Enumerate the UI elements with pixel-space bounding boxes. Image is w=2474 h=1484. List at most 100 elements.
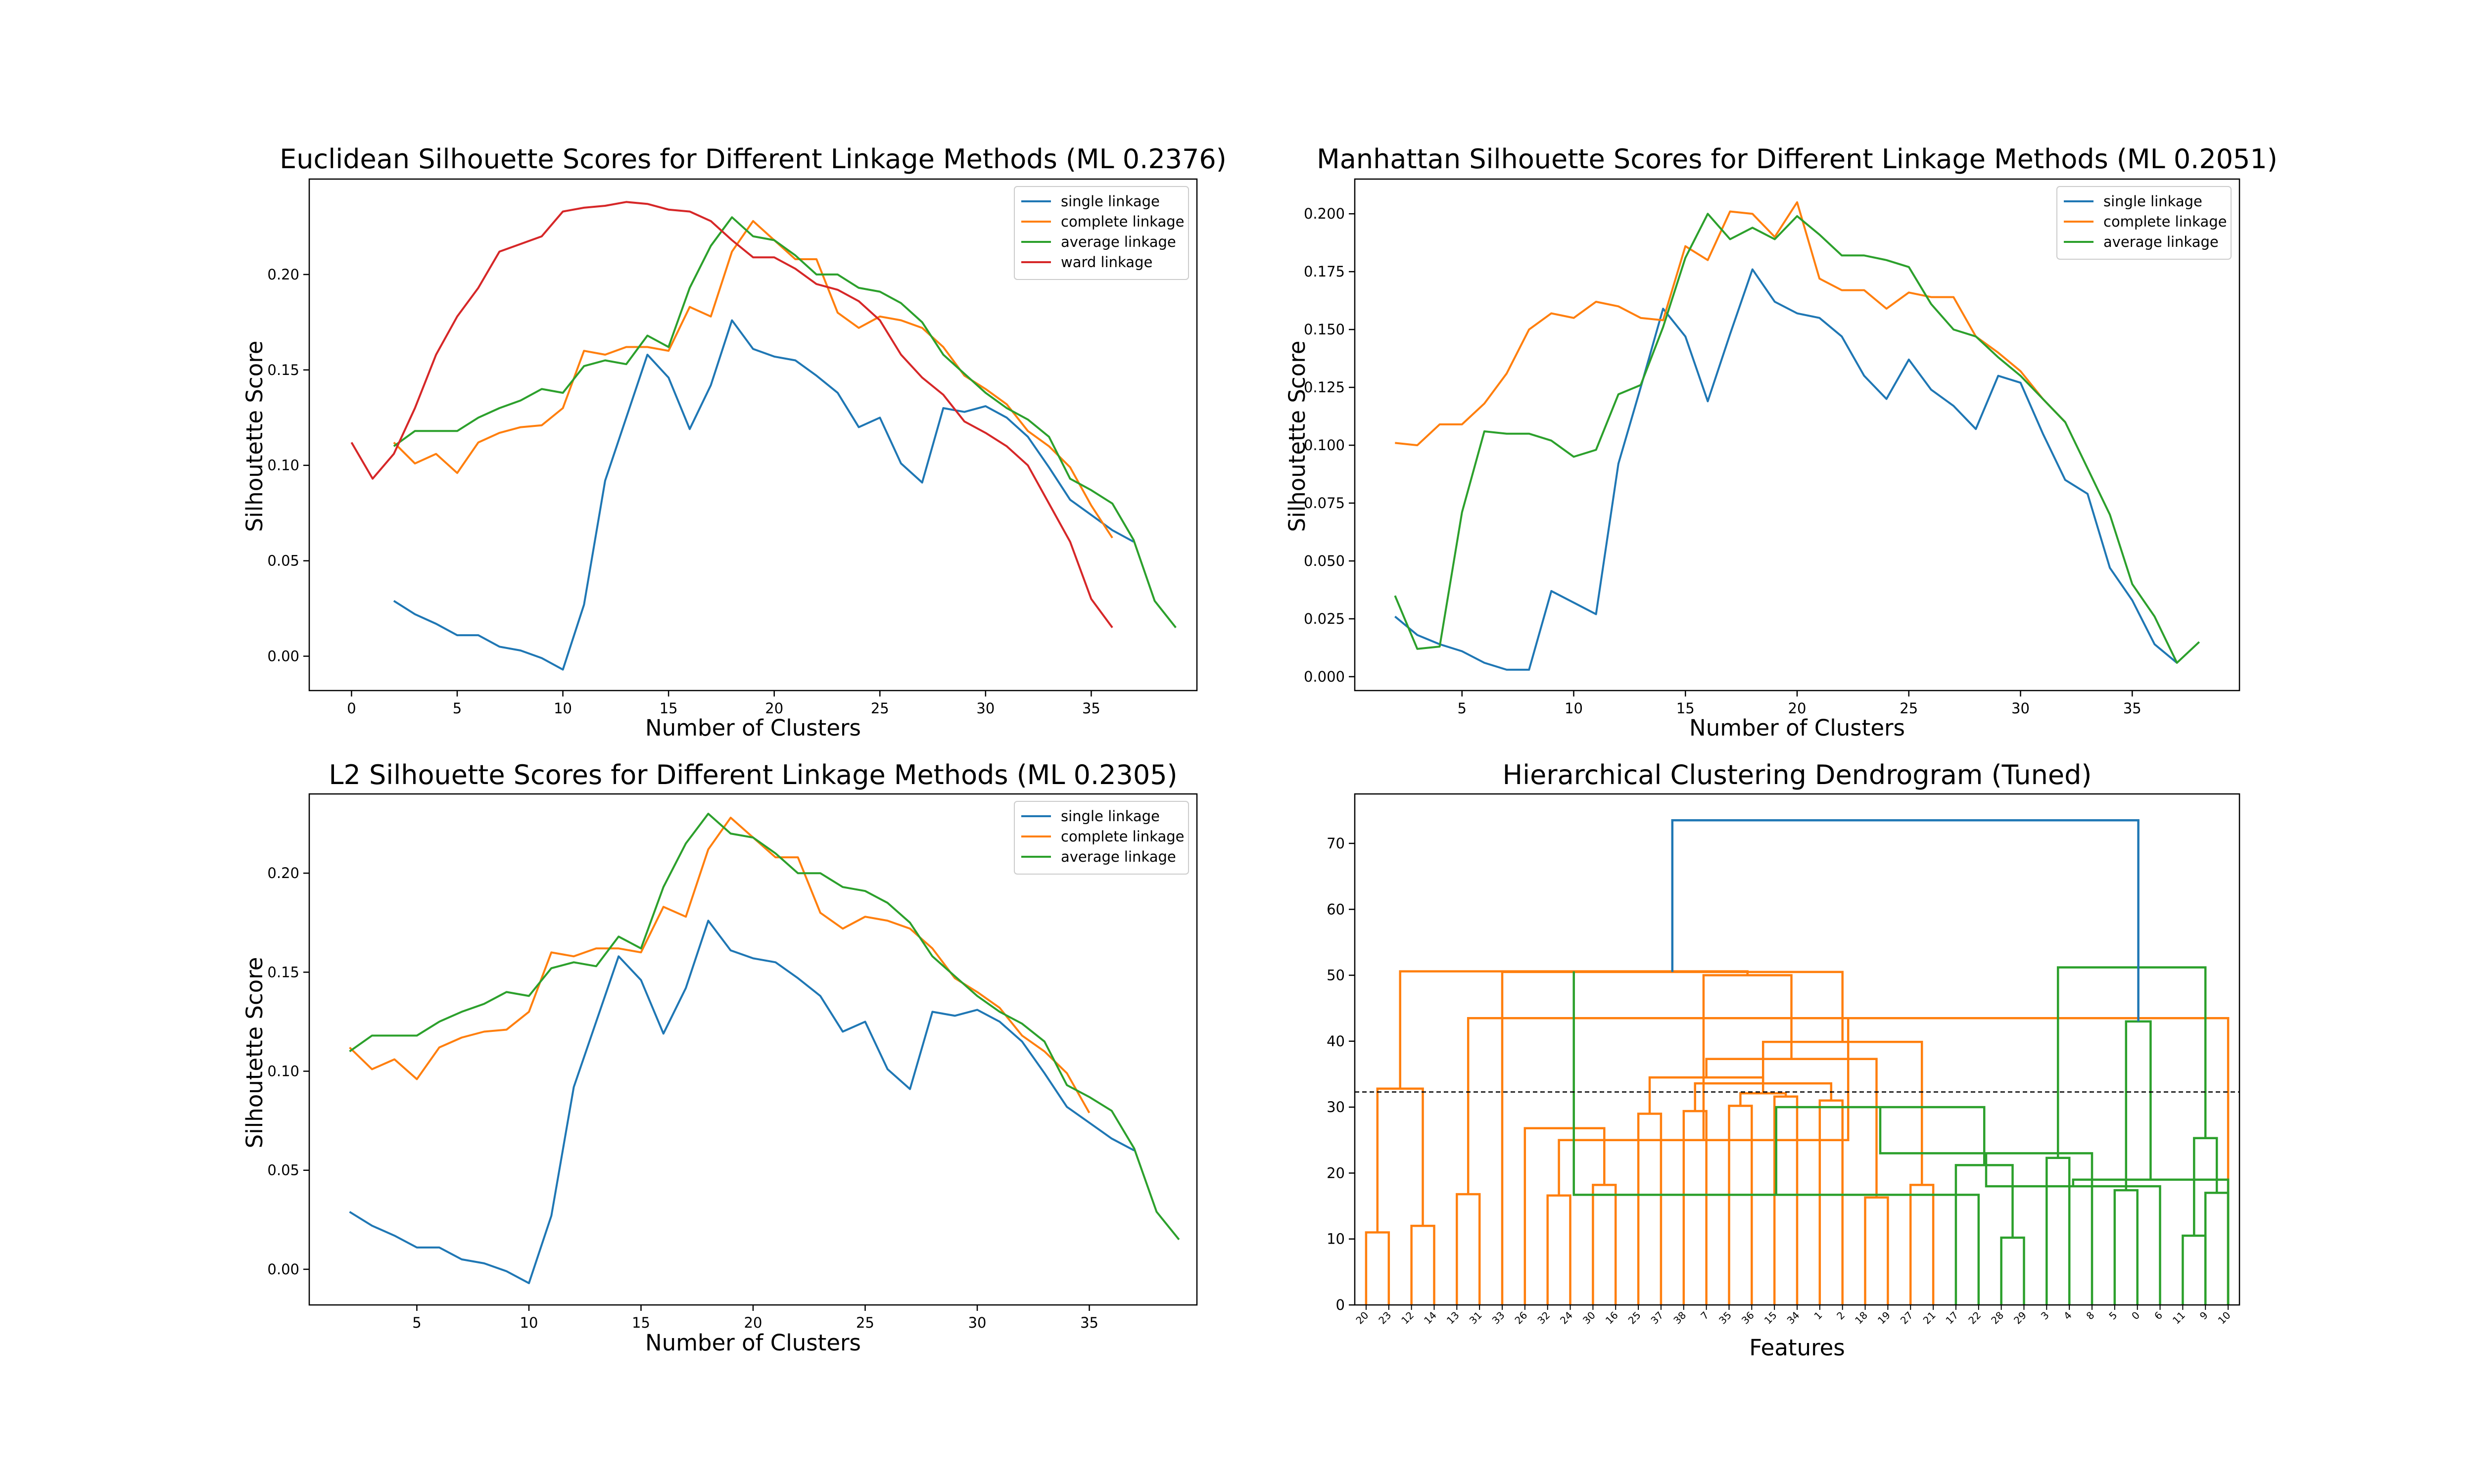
dendrogram-link (1702, 974, 1793, 1140)
dendrogram-link (2113, 1189, 2139, 1305)
x-tick-label: 35 (1080, 1314, 1098, 1331)
legend: single linkage complete linkage average li… (1014, 186, 1189, 280)
series-line-average-linkage (349, 813, 1180, 1241)
y-tick-label: 0.20 (267, 865, 299, 881)
y-tick-label: 0.10 (267, 457, 299, 474)
legend-entry: single linkage (1061, 193, 1160, 210)
y-tick-label: 20 (1327, 1164, 1345, 1181)
plot-frame (308, 178, 1198, 692)
legend: single linkage complete linkage average li… (1014, 801, 1189, 875)
y-tick-label: 0.100 (1304, 437, 1345, 454)
legend-entry: complete linkage (1061, 213, 1184, 230)
legend-entry: single linkage (2103, 193, 2202, 210)
dendrogram-link (1410, 1224, 1435, 1305)
leaf-label: 28 (1989, 1309, 2006, 1327)
dendrogram-link (1456, 1193, 1481, 1305)
x-tick-label: 5 (453, 700, 462, 717)
manhattan-chart: Manhattan Silhouette Scores for Differen… (1284, 143, 2278, 741)
legend: single linkage complete linkage average li… (2056, 186, 2232, 260)
leaf-label: 7 (1698, 1309, 1711, 1322)
dendrogram-link (1546, 1194, 1571, 1305)
axis-ticks: 5 10 15 20 25 30 35 0.00 0.05 0.10 0.15 0.20 (267, 865, 1098, 1331)
x-tick-label: 5 (412, 1314, 421, 1331)
y-tick-label: 0.050 (1304, 553, 1345, 569)
series-line-ward-linkage (350, 201, 1113, 628)
leaf-label: 3 (2039, 1309, 2051, 1322)
plot-frame (308, 793, 1198, 1306)
y-tick-label: 0.150 (1304, 321, 1345, 338)
x-tick-label: 30 (976, 700, 995, 717)
y-tick-label: 0.15 (267, 362, 299, 378)
leaf-label: 24 (1558, 1309, 1575, 1327)
dendrogram-link (1365, 1231, 1390, 1305)
y-tick-label: 0.175 (1304, 263, 1345, 280)
y-tick-label: 30 (1327, 1099, 1345, 1115)
y-tick-label: 0.200 (1304, 205, 1345, 222)
y-tick-label: 50 (1327, 967, 1345, 984)
legend-entry: average linkage (2103, 233, 2219, 250)
dendrogram-link (1879, 1107, 2093, 1305)
y-tick-label: 0.00 (267, 1261, 299, 1278)
leaf-label: 0 (2129, 1309, 2142, 1322)
leaf-label: 25 (1626, 1309, 1643, 1327)
leaf-label: 30 (1580, 1309, 1598, 1327)
leaf-label: 33 (1490, 1309, 1507, 1327)
axis-ticks: 0 5 10 15 20 25 30 35 0.00 0.05 0.10 0.15 0.20 (267, 266, 1100, 717)
plot-frame (1354, 793, 2240, 1306)
dendrogram-link (1818, 1099, 1844, 1305)
dendrogram-link (1773, 1095, 1799, 1305)
y-tick-label: 0 (1336, 1297, 1345, 1313)
legend-entry: single linkage (1061, 808, 1160, 825)
legend-entry: ward linkage (1061, 254, 1152, 271)
dendrogram-link (2125, 1020, 2152, 1191)
leaf-label: 27 (1898, 1309, 1915, 1327)
y-axis-label: Silhoutette Score (1284, 341, 1310, 532)
x-axis-label: Number of Clusters (1689, 715, 1905, 741)
leaf-label: 29 (2011, 1309, 2029, 1327)
y-tick-label: 0.20 (267, 266, 299, 283)
leaf-label: 10 (2216, 1309, 2233, 1327)
legend-entry: average linkage (1061, 848, 1176, 865)
leaf-label: 2 (1834, 1309, 1847, 1322)
dendrogram-chart: Hierarchical Clustering Dendrogram (Tune… (1327, 759, 2240, 1361)
legend-box (1014, 801, 1189, 875)
series-line-complete-linkage (393, 220, 1113, 539)
y-tick-label: 0.10 (267, 1063, 299, 1080)
dendrogram-link (2204, 1192, 2230, 1305)
x-tick-label: 35 (1082, 700, 1100, 717)
leaf-label: 8 (2084, 1309, 2097, 1322)
x-tick-label: 5 (1458, 700, 1467, 717)
series-line-single-linkage (349, 920, 1135, 1284)
leaf-label: 34 (1785, 1309, 1802, 1327)
x-axis-label: Number of Clusters (645, 1330, 861, 1356)
series-line-average-linkage (1394, 213, 2200, 664)
x-tick-label: 25 (871, 700, 889, 717)
dendrogram-links (1355, 819, 2239, 1305)
leaf-label: 36 (1739, 1309, 1757, 1327)
y-tick-label: 10 (1327, 1231, 1345, 1248)
leaf-label: 37 (1648, 1309, 1665, 1327)
y-axis-label: Silhoutette Score (241, 957, 268, 1149)
x-tick-label: 30 (968, 1314, 987, 1331)
leaf-label: 14 (1422, 1309, 1439, 1327)
y-tick-label: 70 (1327, 835, 1345, 852)
x-tick-label: 20 (1788, 700, 1807, 717)
dendrogram-link (1523, 1127, 1606, 1305)
leaf-label: 16 (1603, 1309, 1620, 1327)
dendrogram-link (1909, 1184, 1935, 1305)
axis-ticks: 5 10 15 20 25 30 35 0.000 0.025 0.050 0.075 0.100 0.… (1304, 205, 2141, 717)
leaf-label: 1 (1811, 1309, 1824, 1322)
dendrogram-link (2000, 1236, 2025, 1305)
leaf-label: 18 (1853, 1309, 1870, 1327)
dendrogram-link (2046, 1157, 2071, 1305)
series-line-average-linkage (393, 216, 1177, 628)
euclidean-chart: Euclidean Silhouette Scores for Differen… (241, 143, 1227, 741)
leaf-label: 20 (1353, 1309, 1371, 1327)
y-tick-label: 0.00 (267, 648, 299, 665)
leaf-label: 9 (2197, 1309, 2210, 1322)
leaf-label: 26 (1512, 1309, 1529, 1327)
x-tick-label: 25 (1900, 700, 1918, 717)
leaf-label: 11 (2170, 1309, 2188, 1327)
leaf-label: 4 (2061, 1309, 2074, 1322)
